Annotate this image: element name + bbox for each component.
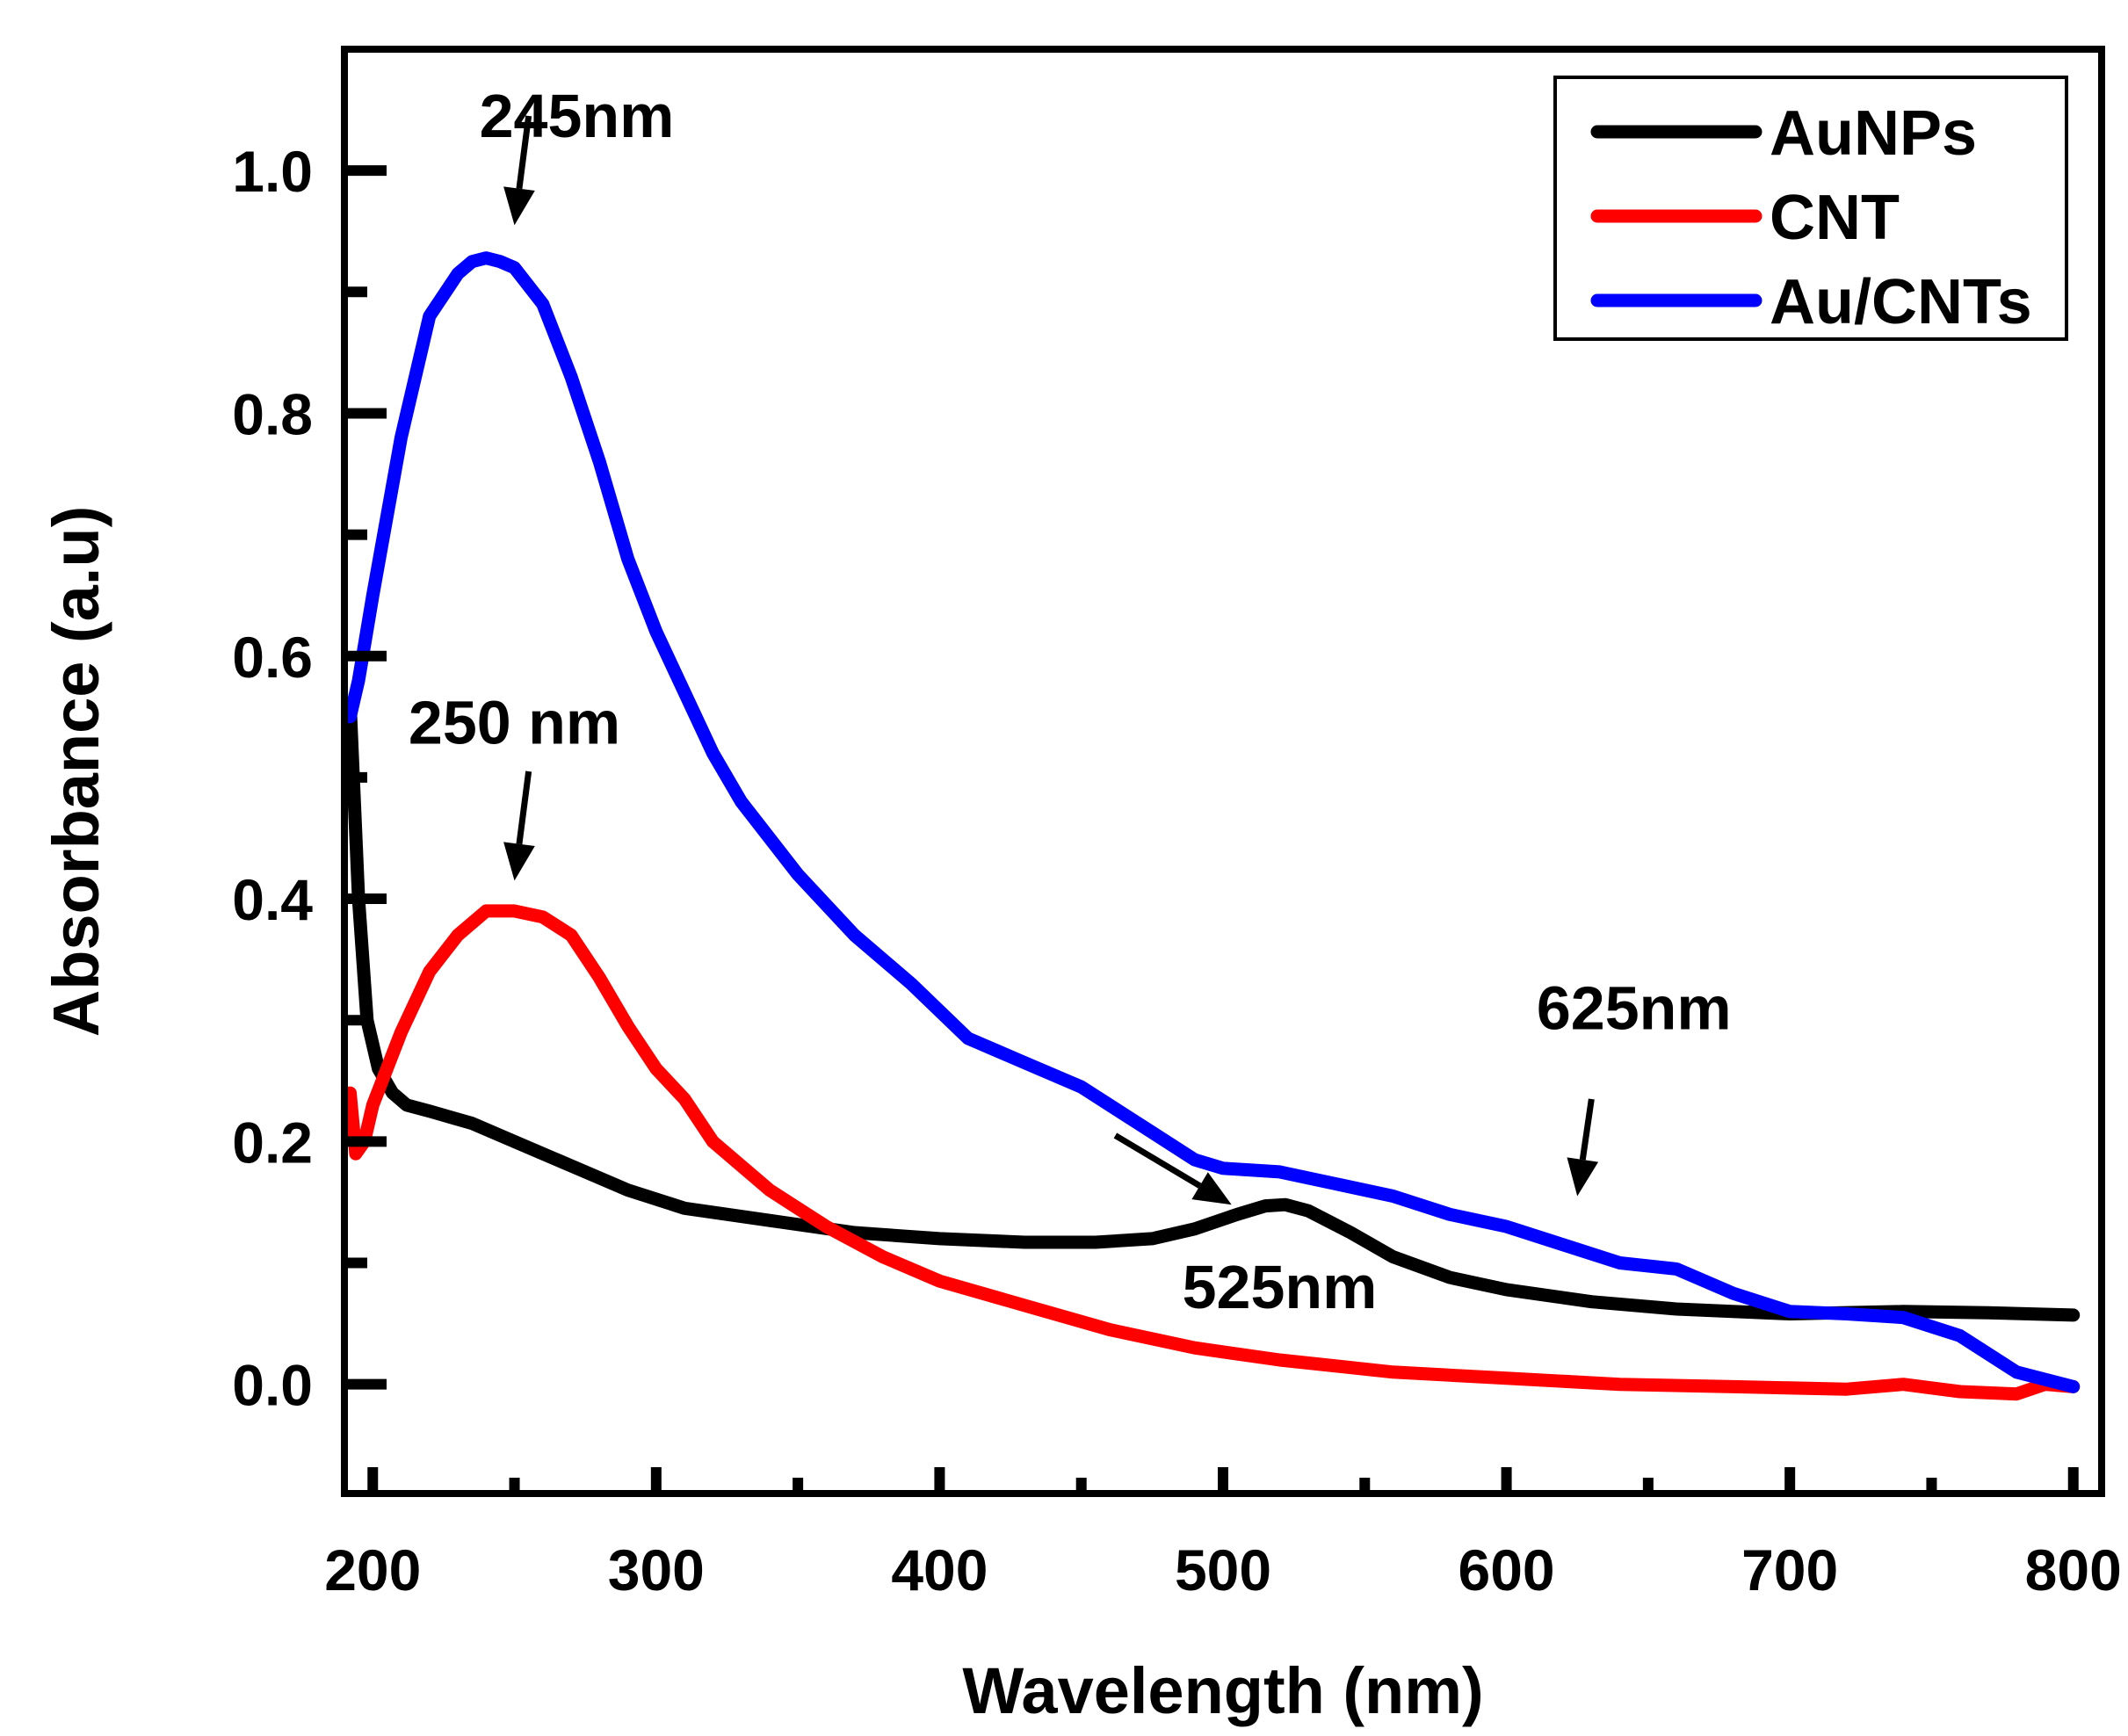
y-tick-label: 0.4 [232, 867, 313, 932]
peak-annotation-label: 625nm [1537, 973, 1732, 1042]
series-line-au-cnts [344, 251, 2081, 1393]
annotation-arrow-shaft [516, 115, 532, 190]
y-tick-label: 0.8 [232, 381, 313, 446]
y-tick-label: 0.0 [232, 1353, 313, 1418]
series-line-cnt [344, 904, 2081, 1401]
annotation-arrow-head [1191, 1172, 1232, 1205]
annotation-arrow-head [503, 842, 535, 881]
x-tick-label: 800 [2025, 1537, 2122, 1602]
annotation-arrow-head [503, 186, 535, 226]
peak-annotation-label: 245nm [480, 82, 675, 150]
x-tick-label: 600 [1458, 1537, 1555, 1602]
series-line-aunps [344, 698, 2081, 1322]
annotation-layer: 245nm 250 nm 525nm 625nm [409, 82, 1732, 1321]
x-tick-label: 200 [324, 1537, 421, 1602]
y-tick-label: 0.6 [232, 625, 313, 690]
x-tick-label: 700 [1741, 1537, 1838, 1602]
y-axis-label: Absorbance (a.u) [40, 506, 112, 1037]
legend-label: CNT [1770, 183, 1900, 253]
legend: AuNPs CNT Au/CNTs [1553, 76, 2068, 341]
series-layer [344, 251, 2081, 1401]
y-tick-label: 1.0 [232, 139, 313, 204]
x-axis: 200 300 400 500 600 700 800 [324, 1467, 2122, 1602]
annotation-arrow-shaft [516, 770, 532, 845]
peak-annotation-label: 525nm [1183, 1253, 1378, 1321]
annotation-arrow-head [1567, 1157, 1599, 1197]
x-tick-label: 500 [1175, 1537, 1271, 1602]
x-tick-label: 300 [608, 1537, 705, 1602]
legend-label: AuNPs [1770, 98, 1977, 169]
legend-label: Au/CNTs [1770, 267, 2032, 337]
x-axis-label: Wavelength (nm) [962, 1654, 1483, 1727]
x-tick-label: 400 [891, 1537, 988, 1602]
peak-annotation-label: 250 nm [409, 689, 620, 757]
annotation-arrow-shaft [1113, 1132, 1202, 1189]
y-tick-label: 0.2 [232, 1110, 313, 1175]
y-axis: 0.0 0.2 0.4 0.6 0.8 1.0 [232, 139, 387, 1418]
annotation-arrow-shaft [1579, 1098, 1595, 1161]
